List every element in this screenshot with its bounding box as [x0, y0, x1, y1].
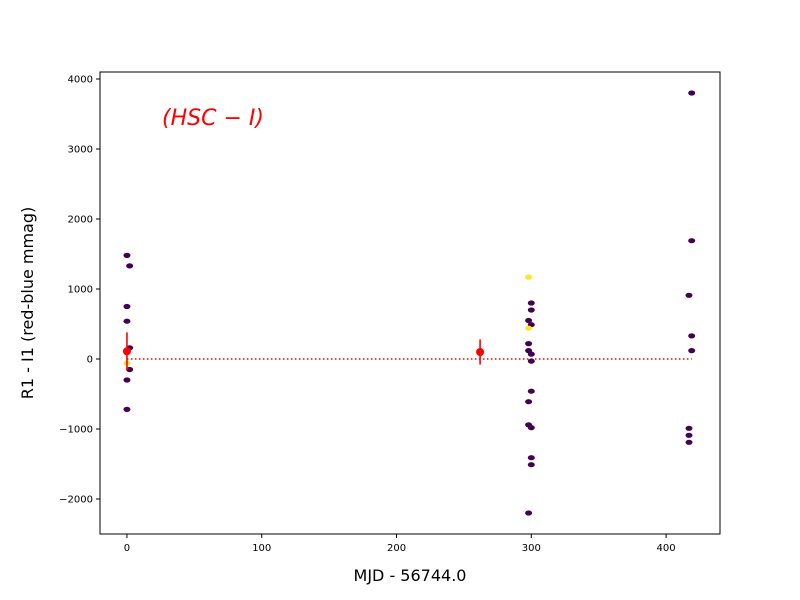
- data-point: [685, 432, 693, 438]
- data-point: [525, 325, 533, 331]
- mean-point: [122, 347, 131, 356]
- data-point: [126, 366, 134, 373]
- data-point: [123, 303, 131, 310]
- filter-annotation: (HSC − I): [162, 106, 264, 131]
- data-point: [525, 317, 533, 324]
- data-point: [688, 348, 696, 354]
- data-point: [527, 307, 535, 313]
- x-tick-label: 0: [124, 543, 130, 554]
- data-point: [525, 274, 533, 280]
- data-point: [525, 510, 533, 516]
- x-axis-label: MJD - 56744.0: [354, 566, 467, 585]
- y-tick-label: 2000: [68, 215, 93, 226]
- y-tick-label: 4000: [68, 75, 93, 86]
- x-tick-label: 100: [252, 543, 271, 554]
- data-point: [123, 377, 131, 383]
- x-tick-label: 300: [522, 543, 541, 554]
- data-point: [525, 399, 533, 405]
- data-point: [525, 341, 533, 347]
- data-point: [123, 252, 131, 258]
- data-point: [527, 351, 535, 357]
- data-point: [123, 406, 131, 412]
- plot-frame: [99, 71, 721, 535]
- data-point: [685, 439, 693, 445]
- y-tick-label: 3000: [68, 145, 93, 156]
- data-point: [527, 358, 535, 364]
- y-tick-label: −2000: [59, 495, 93, 506]
- data-point: [688, 90, 696, 96]
- data-point: [688, 238, 696, 244]
- x-axis-ticks: 0 100 200 300 400: [124, 534, 676, 554]
- data-point: [527, 455, 535, 461]
- plot-area: [122, 90, 696, 516]
- x-tick-label: 400: [657, 543, 676, 554]
- y-tick-label: 1000: [68, 285, 93, 296]
- data-point: [685, 292, 693, 298]
- data-point: [123, 318, 131, 324]
- data-point: [126, 263, 134, 269]
- data-point: [527, 425, 535, 431]
- data-point: [527, 462, 535, 468]
- y-tick-label: −1000: [59, 425, 93, 436]
- y-tick-label: 0: [87, 355, 93, 366]
- data-point: [688, 333, 696, 339]
- y-axis-label: R1 - I1 (red-blue mmag): [18, 207, 37, 400]
- y-axis-ticks: −2000 −1000 0 1000 2000 3000 4000: [59, 75, 100, 506]
- mean-point: [476, 348, 485, 356]
- data-point: [527, 300, 535, 306]
- data-point: [527, 388, 535, 394]
- data-point: [685, 425, 693, 431]
- x-tick-label: 200: [387, 543, 406, 554]
